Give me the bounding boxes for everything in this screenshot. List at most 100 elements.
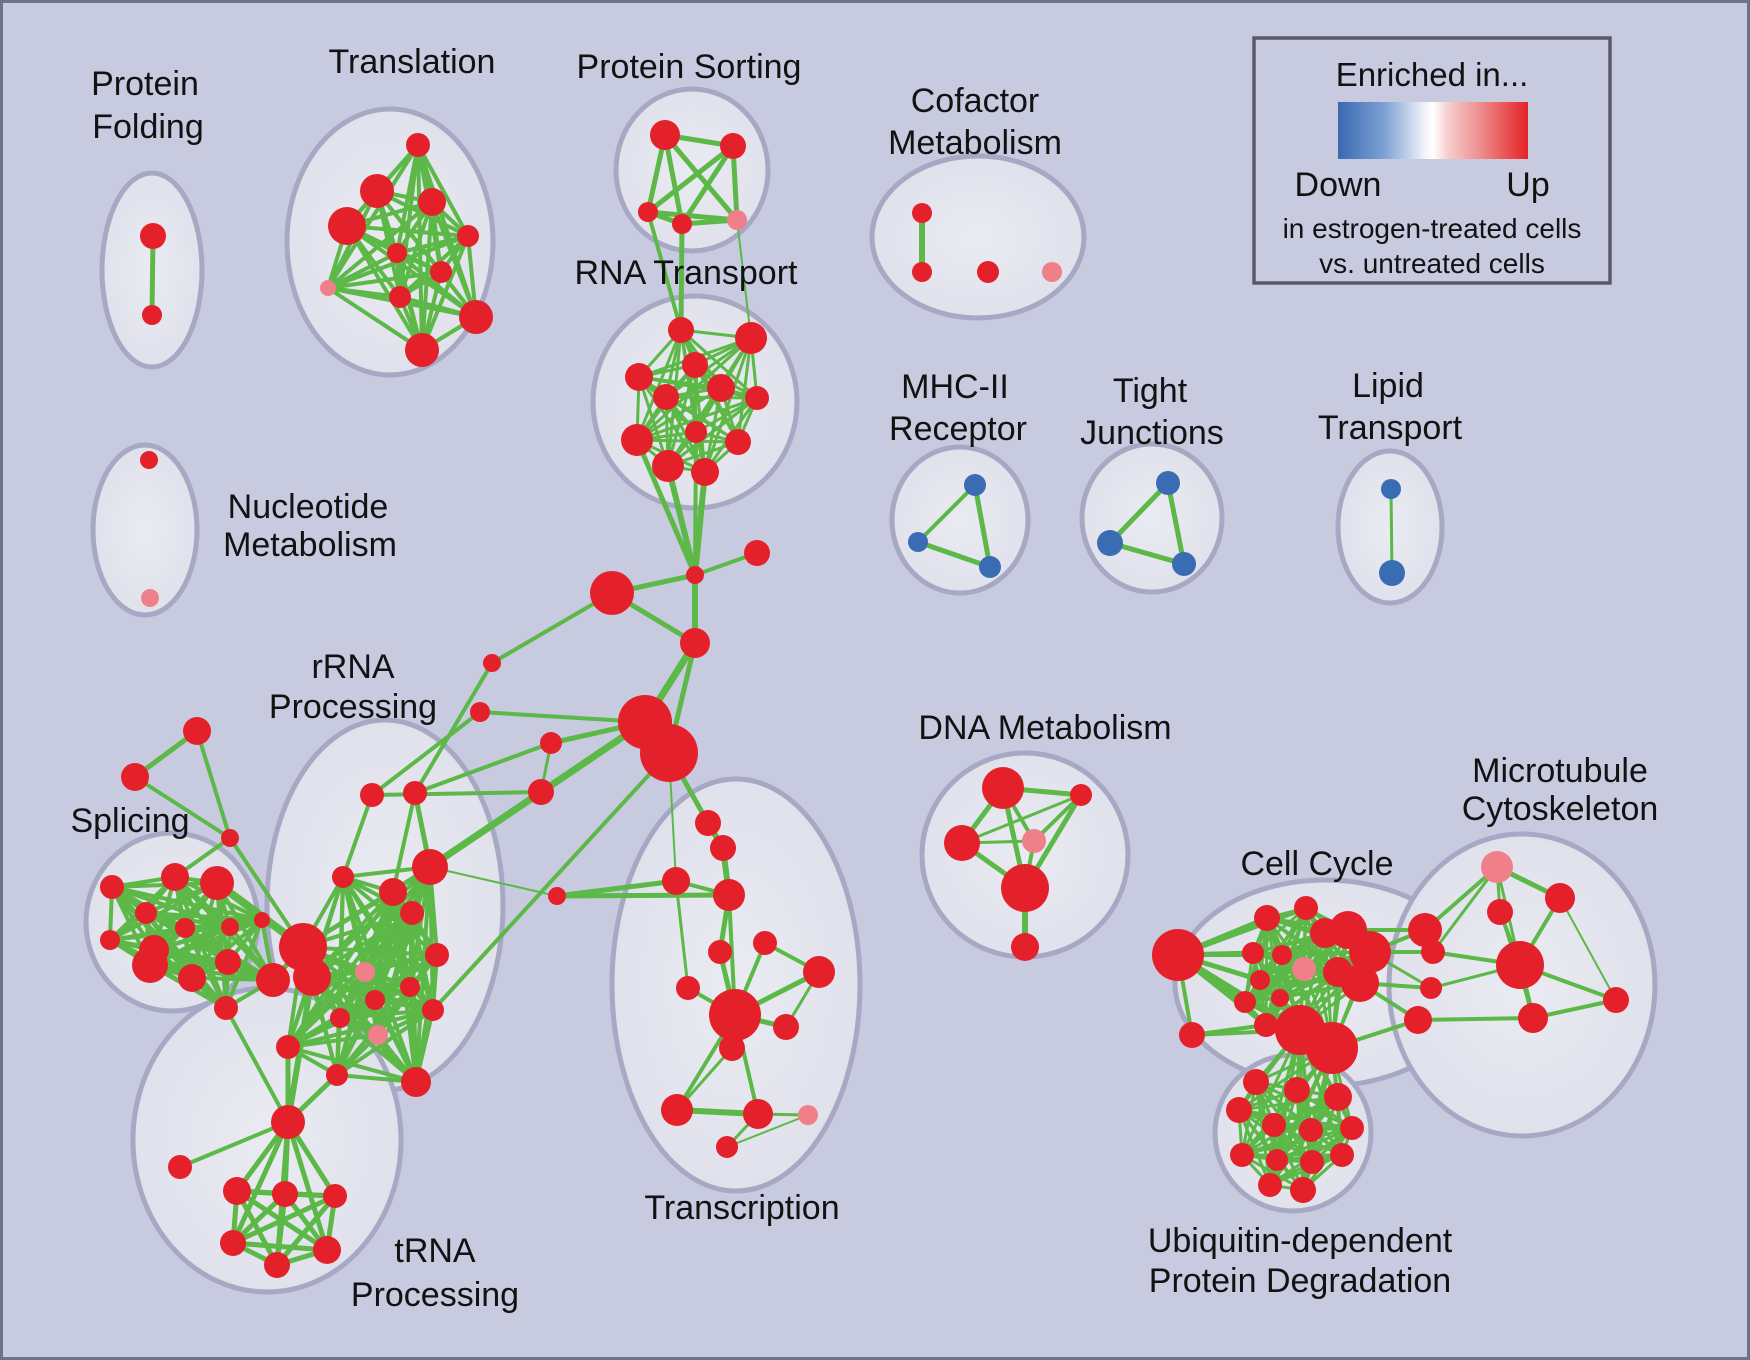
network-edge [133,775,232,840]
network-node-rt4 [625,363,653,391]
network-node-tx9 [709,989,761,1041]
network-edge [666,396,759,468]
network-edge [1389,487,1394,575]
network-node-dm4 [1022,829,1046,853]
network-node-cm2 [912,262,932,282]
network-node-cc9 [1250,970,1270,990]
cluster-label-cofactor-metabolism-line1: Cofactor [911,82,1040,120]
network-node-rrb2 [293,958,331,996]
network-edge [1243,970,1340,1004]
network-edge [679,143,736,227]
network-edge [662,132,740,223]
network-edge [230,1193,338,1246]
network-node-rt1 [668,317,694,343]
cluster-label-nucleotide-metabolism-line1: Nucleotide [228,488,389,526]
network-node-cc6 [1242,942,1264,964]
network-edge [1237,1108,1354,1130]
network-node-ub6 [1299,1118,1323,1142]
network-edge [224,1006,290,1124]
network-node-ub3 [1324,1083,1352,1111]
network-edge [413,741,553,795]
network-node-k2 [470,702,490,722]
network-edge [345,224,424,352]
network-node-cc7 [1272,945,1292,965]
network-edge [635,396,759,442]
cluster-label-mhc-ii-receptor-line2: Receptor [889,410,1027,448]
network-node-ub13 [1290,1177,1316,1203]
network-node-tx7 [803,956,835,988]
network-node-rr1 [332,866,354,888]
network-node-tn_hub [271,1105,305,1139]
network-node-sp13 [214,996,238,1020]
network-edge [345,224,470,238]
network-edge [301,865,432,949]
network-node-tr4 [328,207,366,245]
network-edge [285,1119,330,1253]
network-node-tn6 [264,1252,290,1278]
network-node-ps4 [672,214,692,234]
cluster-label-lipid-transport-line1: Lipid [1352,367,1424,405]
network-node-tr7 [430,261,452,283]
network-edge [664,336,753,399]
network-node-tx1 [695,810,721,836]
cluster-label-splicing-line1: Splicing [70,802,189,840]
network-node-cc15 [1408,913,1442,947]
network-node-ccLs [1179,1022,1205,1048]
cluster-label-cofactor-metabolism-line2: Metabolism [888,124,1062,162]
network-node-rt3 [682,352,708,378]
network-node-sp9 [132,947,168,983]
network-node-tj1 [1156,471,1180,495]
network-node-rr12 [401,1067,431,1097]
network-edge [416,143,470,238]
network-edge [1107,480,1171,546]
network-node-cc2 [1294,896,1318,920]
network-edge [645,143,736,215]
network-node-rr3 [400,901,424,925]
network-node-lt1 [1381,479,1401,499]
network-node-cc10 [1234,991,1256,1013]
network-edge [108,938,228,1010]
network-edge [736,219,752,339]
network-edge [338,1008,435,1020]
network-node-tr1 [406,133,430,157]
cluster-label-trna-processing-line1: tRNA [394,1232,476,1270]
legend-title: Enriched in... [1336,56,1529,93]
network-edge [363,953,439,974]
network-node-tr2 [360,174,394,208]
network-node-ub1 [1243,1069,1269,1095]
network-edge [430,200,478,319]
network-edge [110,885,264,922]
network-node-cm1 [912,203,932,223]
network-node-pf2 [142,305,162,325]
network-node-st1 [183,717,211,745]
network-node-tx5 [708,940,732,964]
network-edge [144,911,264,922]
network-node-tn2 [272,1181,298,1207]
network-node-mh1 [964,474,986,496]
network-node-sp4 [135,902,157,924]
network-edge [1416,1016,1535,1022]
network-node-c4 [680,628,710,658]
network-node-rt6 [707,374,735,402]
cluster-label-lipid-transport-line2: Transport [1318,409,1463,447]
legend-subtitle-line2: vs. untreated cells [1319,248,1545,279]
network-edge [916,483,977,544]
network-node-k1 [483,654,501,672]
network-node-c2 [744,540,770,566]
cluster-label-rrna-processing-line2: Processing [269,688,437,726]
network-edge [646,210,683,332]
cluster-label-microtubule-cytoskeleton-line2: Cytoskeleton [1462,790,1659,828]
cluster-label-ubiquitin-degradation-line1: Ubiquitin-dependent [1148,1222,1453,1260]
network-edge [148,918,264,967]
network-node-tx13 [743,1099,773,1129]
network-edge [637,375,759,400]
network-node-c1 [686,566,704,584]
network-node-mh2 [908,532,928,552]
network-edge [665,463,698,578]
network-edge [693,430,698,577]
network-edge [1559,897,1617,1001]
network-node-sp14 [100,930,120,950]
